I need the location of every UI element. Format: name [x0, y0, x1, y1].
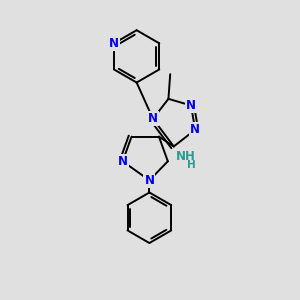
Text: NH: NH [176, 150, 196, 163]
Text: N: N [109, 37, 119, 50]
Text: N: N [148, 112, 158, 125]
Text: N: N [186, 99, 196, 112]
Text: N: N [190, 123, 200, 136]
Text: H: H [187, 160, 196, 170]
Text: N: N [118, 155, 128, 168]
Text: N: N [144, 174, 154, 187]
